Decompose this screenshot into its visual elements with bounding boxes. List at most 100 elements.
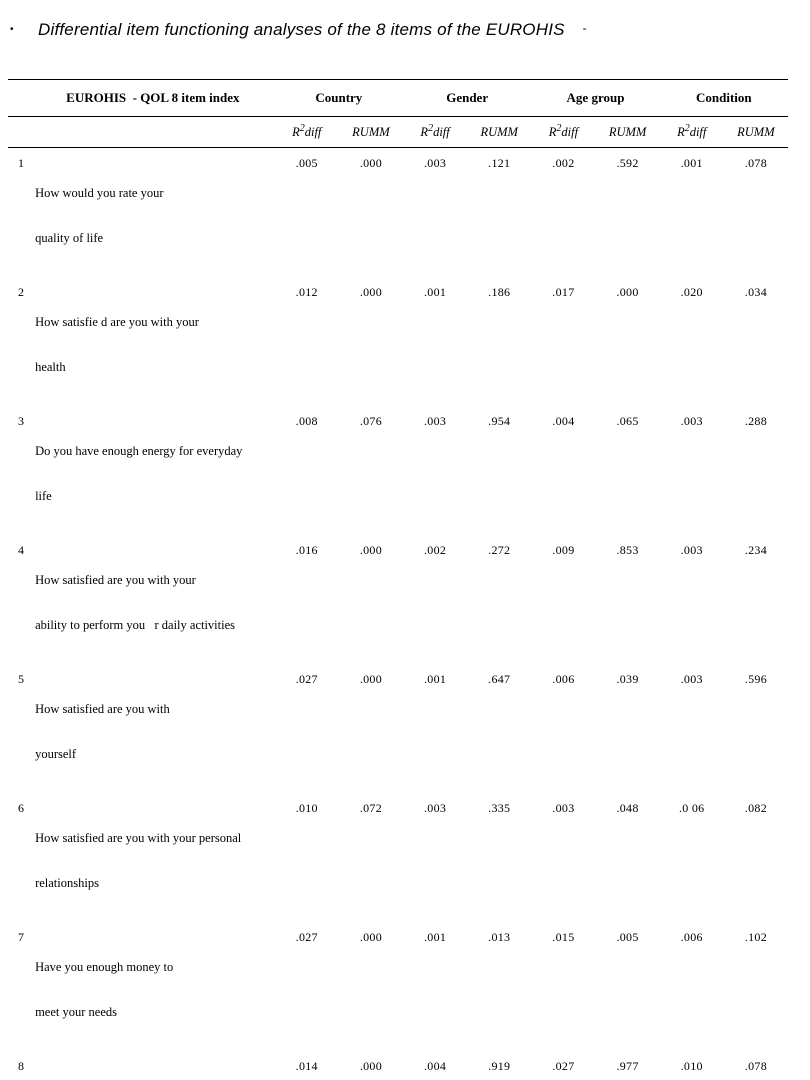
page-title-wrap: Differential item functioning analyses o…	[38, 20, 587, 40]
value-age-group-r2diff: .027	[552, 1059, 575, 1073]
subheader-rumm-gender: RUMM	[467, 116, 532, 148]
value-age-group-rumm: .005	[616, 930, 639, 944]
group-header-row: EUROHIS - QOL 8 item index Country Gende…	[8, 79, 788, 117]
value-condition-rumm: .288	[744, 414, 767, 428]
bullet-icon: •	[10, 24, 14, 35]
value-condition-r2diff: .0 06	[678, 801, 705, 815]
item-text-line1: How satisfie d are you with your	[35, 315, 199, 329]
subheader-row: R2diff RUMM R2diff RUMM R2diff RUMM R2di…	[8, 116, 788, 148]
item-number: 3	[18, 414, 25, 428]
group-header-gender: Gender	[403, 79, 532, 117]
table-row: 7 Have you enough money to meet your nee…	[8, 922, 788, 1051]
value-country-rumm: .000	[359, 930, 383, 944]
item-number: 4	[18, 543, 25, 557]
item-text: How satisfied are you with yourself	[34, 664, 275, 793]
value-country-rumm: .076	[359, 414, 383, 428]
title-trailing-mark: -	[582, 21, 587, 35]
value-country-r2diff: .027	[295, 930, 318, 944]
item-text-line1: How satisfied are you with your personal	[35, 831, 242, 845]
value-condition-rumm: .102	[744, 930, 767, 944]
value-country-r2diff: .027	[295, 672, 318, 686]
value-condition-rumm: .034	[744, 285, 767, 299]
value-condition-rumm: .234	[744, 543, 767, 557]
value-gender-rumm: .647	[488, 672, 511, 686]
slide-title-row: • Differential item functioning analyses…	[0, 20, 810, 44]
value-age-group-rumm: .065	[616, 414, 639, 428]
value-condition-rumm: .078	[744, 1059, 767, 1073]
value-country-rumm: .000	[359, 1059, 383, 1073]
table-row: 3 Do you have enough energy for everyday…	[8, 406, 788, 535]
value-condition-rumm: .082	[744, 801, 767, 815]
item-text-line2: meet your needs	[35, 1005, 117, 1019]
item-number: 2	[18, 285, 25, 299]
group-header-country: Country	[274, 79, 403, 117]
value-country-rumm: .072	[359, 801, 383, 815]
item-text: How satisfie d are you with your health	[34, 277, 275, 406]
page-title: Differential item functioning analyses o…	[38, 20, 565, 39]
value-age-group-r2diff: .009	[552, 543, 575, 557]
value-condition-rumm: .596	[744, 672, 767, 686]
value-age-group-rumm: .000	[616, 285, 639, 299]
value-age-group-rumm: .048	[616, 801, 639, 815]
value-country-r2diff: .008	[295, 414, 318, 428]
value-gender-r2diff: .003	[423, 156, 447, 170]
subheader-r2diff-condition: R2diff	[659, 116, 724, 148]
table-row: 1 How would you rate your quality of lif…	[8, 148, 788, 278]
item-text-line2: life	[35, 489, 52, 503]
value-gender-r2diff: .004	[423, 1059, 447, 1073]
item-text-line1: Do you have enough energy for everyday	[35, 444, 243, 458]
item-number: 5	[18, 672, 25, 686]
value-age-group-r2diff: .003	[552, 801, 575, 815]
item-text-line2: quality of life	[35, 231, 104, 245]
item-text-line1: How satisfied are you with	[35, 702, 170, 716]
value-gender-r2diff: .003	[423, 801, 447, 815]
value-gender-rumm: .919	[488, 1059, 511, 1073]
subheader-rumm-condition: RUMM	[723, 116, 788, 148]
subheader-r2diff-age-group: R2diff	[531, 116, 596, 148]
table-row: 8 How satisfied are you with the conditi…	[8, 1051, 788, 1080]
value-condition-r2diff: .003	[680, 414, 703, 428]
item-text: Do you have enough energy for everyday l…	[34, 406, 275, 535]
value-condition-r2diff: .003	[680, 672, 703, 686]
group-header-age-group: Age group	[531, 79, 660, 117]
subheader-spacer	[8, 116, 275, 148]
value-condition-r2diff: .003	[680, 543, 703, 557]
value-age-group-r2diff: .015	[552, 930, 575, 944]
item-text-line2: ability to perform you r daily activitie…	[35, 618, 236, 632]
item-text: How satisfied are you with the condition…	[34, 1051, 275, 1080]
value-condition-r2diff: .020	[680, 285, 703, 299]
subheader-rumm-age-group: RUMM	[595, 116, 660, 148]
table-row: 6 How satisfied are you with your person…	[8, 793, 788, 922]
item-text: How would you rate your quality of life	[34, 148, 275, 278]
item-text-line1: How satisfied are you with your	[35, 573, 196, 587]
value-gender-rumm: .272	[488, 543, 511, 557]
value-country-r2diff: .010	[295, 801, 318, 815]
table-row: 2 How satisfie d are you with your healt…	[8, 277, 788, 406]
value-country-rumm: .000	[359, 285, 383, 299]
value-age-group-r2diff: .006	[552, 672, 575, 686]
value-age-group-r2diff: .017	[552, 285, 575, 299]
value-country-r2diff: .012	[295, 285, 318, 299]
subheader-r2diff-country: R2diff	[274, 116, 339, 148]
item-text-line2: health	[35, 360, 66, 374]
subheader-rumm-country: RUMM	[338, 116, 403, 148]
value-country-r2diff: .014	[295, 1059, 318, 1073]
value-gender-rumm: .186	[488, 285, 511, 299]
table-row: 5 How satisfied are you with yourself .0…	[8, 664, 788, 793]
item-text: How satisfied are you with your personal…	[34, 793, 275, 922]
item-number: 8	[18, 1059, 25, 1073]
value-age-group-r2diff: .004	[552, 414, 575, 428]
value-country-rumm: .000	[359, 156, 383, 170]
value-gender-rumm: .335	[488, 801, 511, 815]
value-condition-r2diff: .010	[680, 1059, 703, 1073]
index-column-header: EUROHIS - QOL 8 item index	[8, 79, 275, 117]
item-text-line1: Have you enough money to	[35, 960, 174, 974]
slide-background: • Differential item functioning analyses…	[0, 20, 810, 1080]
item-number: 6	[18, 801, 25, 815]
value-gender-rumm: .121	[488, 156, 511, 170]
value-country-rumm: .000	[359, 672, 383, 686]
item-text-line1: How would you rate your	[35, 186, 164, 200]
value-country-rumm: .000	[359, 543, 383, 557]
value-gender-r2diff: .001	[423, 930, 447, 944]
value-gender-r2diff: .001	[423, 672, 447, 686]
